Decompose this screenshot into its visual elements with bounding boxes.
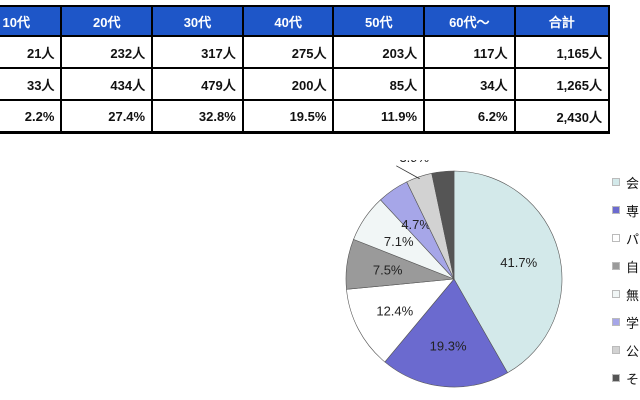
pie-legend: 会専パ自無学公そ [612, 168, 639, 392]
legend-label: 専 [626, 203, 640, 219]
table-cell: 1,265人 [513, 67, 611, 101]
legend-swatch [612, 346, 620, 354]
pie-chart: 41.7% 19.3% 12.4% 7.5% 7.1% 4.7% 3.9%3.3% [345, 160, 563, 388]
legend-label: そ [626, 371, 640, 387]
table-cell: 317人 [151, 35, 244, 69]
pie-slice-7 [431, 170, 455, 280]
header-cell: 50代 [332, 5, 426, 37]
legend-swatch [612, 374, 620, 382]
header-cell: 20代 [60, 5, 154, 37]
legend-swatch [612, 178, 620, 186]
pie-value-label: 7.1% [384, 234, 414, 249]
legend-item: パ [612, 224, 639, 252]
table-cell: 32.8% [151, 99, 244, 134]
pie-value-label: 7.5% [373, 263, 403, 278]
table-cell: 21人 [0, 35, 63, 69]
legend-item: そ [612, 364, 639, 392]
table-cell: 34人 [423, 67, 516, 101]
table-cell: 2,430人 [513, 99, 611, 134]
table-cell: 275人 [241, 35, 335, 69]
table-cell: 117人 [423, 35, 516, 69]
pie-slice-1 [384, 278, 508, 388]
header-cell: 10代 [0, 5, 63, 37]
table-row: 33人 434人 479人 200人 85人 34人 1,265人 [0, 67, 611, 101]
table-cell: 434人 [60, 67, 154, 101]
header-cell: 60代～ [423, 5, 516, 37]
legend-label: 学 [626, 315, 640, 331]
legend-swatch [612, 262, 620, 270]
legend-label: 会 [626, 175, 640, 191]
table-cell: 200人 [241, 67, 335, 101]
table-cell: 6.2% [423, 99, 516, 134]
legend-label: 自 [626, 259, 640, 275]
header-cell: 30代 [151, 5, 244, 37]
pie-value-label: 3.3% [407, 160, 437, 161]
table-cell: 85人 [332, 67, 426, 101]
table-cell: 232人 [60, 35, 154, 69]
age-distribution-table: 10代 20代 30代 40代 50代 60代～ 合計 21人 232人 317… [0, 5, 611, 134]
legend-item: 自 [612, 252, 639, 280]
table-cell: 19.5% [241, 99, 335, 134]
table-row: 21人 232人 317人 275人 203人 117人 1,165人 [0, 35, 611, 69]
legend-label: 無 [626, 287, 640, 303]
legend-item: 無 [612, 280, 639, 308]
legend-item: 会 [612, 168, 639, 196]
legend-label: パ [626, 231, 640, 247]
legend-label: 公 [626, 343, 640, 359]
table-cell: 11.9% [332, 99, 426, 134]
pie-leader-line [396, 165, 420, 180]
pie-value-label: 12.4% [376, 303, 413, 318]
pie-slice-0 [453, 170, 563, 374]
pie-value-label: 41.7% [500, 255, 537, 270]
table-row: 2.2% 27.4% 32.8% 19.5% 11.9% 6.2% 2,430人 [0, 99, 611, 134]
legend-item: 学 [612, 308, 639, 336]
table-header-row: 10代 20代 30代 40代 50代 60代～ 合計 [0, 5, 611, 37]
legend-item: 専 [612, 196, 639, 224]
legend-item: 公 [612, 336, 639, 364]
table-cell: 33人 [0, 67, 63, 101]
pie-value-label: 19.3% [430, 339, 467, 354]
table-cell: 1,165人 [513, 35, 611, 69]
legend-swatch [612, 318, 620, 326]
legend-swatch [612, 206, 620, 214]
legend-swatch [612, 290, 620, 298]
table-cell: 27.4% [60, 99, 154, 134]
header-cell: 40代 [241, 5, 335, 37]
header-cell: 合計 [513, 5, 611, 37]
table-cell: 479人 [151, 67, 244, 101]
table-cell: 203人 [332, 35, 426, 69]
table-cell: 2.2% [0, 99, 63, 134]
pie-value-label: 3.9% [399, 160, 429, 165]
pie-value-label: 4.7% [401, 217, 431, 232]
legend-swatch [612, 234, 620, 242]
pie-slice-2 [346, 278, 455, 363]
